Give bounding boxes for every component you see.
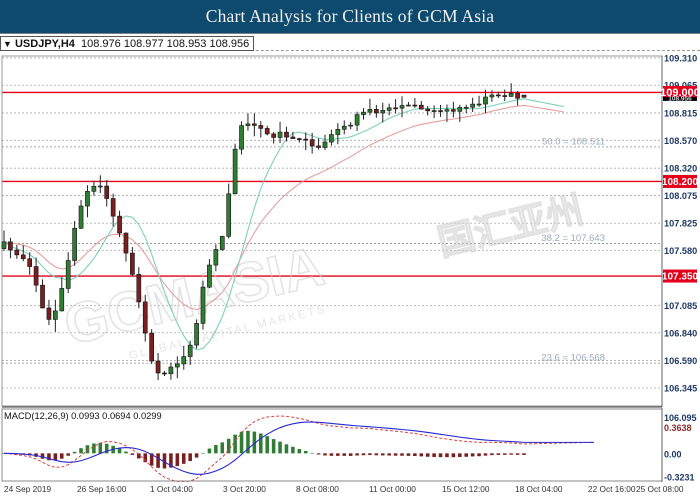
- svg-text:107.825: 107.825: [664, 219, 697, 229]
- svg-text:108.956: 108.956: [668, 96, 692, 103]
- svg-text:108.320: 108.320: [664, 164, 697, 174]
- svg-text:106.840: 106.840: [664, 328, 697, 338]
- svg-text:0.00: 0.00: [664, 450, 682, 460]
- svg-text:26 Sep 16:00: 26 Sep 16:00: [77, 484, 127, 494]
- svg-text:106.095: 106.095: [664, 413, 697, 423]
- svg-text:22 Oct 16:00: 22 Oct 16:00: [588, 484, 636, 494]
- svg-text:50.0 = 108.511: 50.0 = 108.511: [542, 136, 605, 147]
- svg-text:15 Oct 12:00: 15 Oct 12:00: [442, 484, 490, 494]
- svg-text:108.075: 108.075: [664, 191, 697, 201]
- svg-text:1 Oct 04:00: 1 Oct 04:00: [150, 484, 193, 494]
- svg-text:106.345: 106.345: [664, 383, 697, 393]
- svg-text:108.815: 108.815: [664, 109, 697, 119]
- svg-text:25 Oct 08:00: 25 Oct 08:00: [636, 484, 684, 494]
- svg-text:109.310: 109.310: [664, 55, 697, 63]
- svg-text:107.085: 107.085: [664, 301, 697, 311]
- svg-text:0.3638: 0.3638: [664, 423, 692, 433]
- svg-text:106.590: 106.590: [664, 356, 697, 366]
- svg-text:23.6 = 106.568: 23.6 = 106.568: [541, 353, 605, 364]
- svg-text:107.350: 107.350: [662, 271, 699, 282]
- svg-text:24 Sep 2019: 24 Sep 2019: [4, 484, 51, 494]
- svg-text:3 Oct 20:00: 3 Oct 20:00: [223, 484, 266, 494]
- svg-text:-0.3231: -0.3231: [664, 473, 695, 483]
- svg-text:8 Oct 08:00: 8 Oct 08:00: [296, 484, 339, 494]
- svg-text:107.580: 107.580: [664, 246, 697, 256]
- svg-text:108.570: 108.570: [664, 136, 697, 146]
- svg-text:MACD(12,26,9) 0.0993 0.0694 0.: MACD(12,26,9) 0.0993 0.0694 0.0299: [4, 411, 162, 421]
- svg-text:108.200: 108.200: [662, 177, 699, 188]
- svg-text:11 Oct 00:00: 11 Oct 00:00: [369, 484, 416, 494]
- svg-text:18 Oct 04:00: 18 Oct 04:00: [515, 484, 563, 494]
